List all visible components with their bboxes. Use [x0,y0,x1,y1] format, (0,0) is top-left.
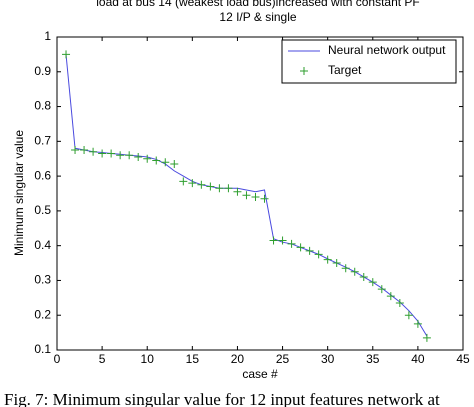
legend-label: Target [328,63,362,77]
target-marker [395,299,404,308]
y-tick-label: 0.2 [34,307,51,321]
x-tick-label: 45 [456,352,470,366]
target-marker [404,311,413,320]
target-marker [224,184,233,193]
x-tick-label: 10 [141,352,155,366]
target-marker [215,184,224,193]
target-marker [206,182,215,191]
target-marker [125,151,134,160]
target-marker [62,50,71,59]
target-marker [413,319,422,328]
legend-label: Neural network output [328,43,446,57]
target-marker [107,149,116,158]
x-tick-label: 35 [366,352,380,366]
x-tick-label: 20 [231,352,245,366]
target-marker [278,236,287,245]
y-tick-label: 0.6 [34,168,51,182]
y-tick-label: 0.5 [34,203,51,217]
target-marker [323,255,332,264]
target-marker [179,177,188,186]
target-marker [350,267,359,276]
target-marker [269,236,278,245]
target-marker [287,239,296,248]
chart-title: load at bus 14 (weakest load bus)increas… [96,0,420,9]
target-marker [143,154,152,163]
target-marker [197,180,206,189]
target-marker [242,191,251,200]
target-marker [71,146,80,155]
target-marker [377,285,386,294]
target-marker [368,278,377,287]
target-marker [233,187,242,196]
chart-subtitle: 12 I/P & single [219,10,296,24]
y-tick-label: 1 [44,29,51,43]
y-tick-label: 0.8 [34,99,51,113]
target-marker [152,156,161,165]
target-marker [188,179,197,188]
target-marker [422,333,431,342]
target-marker [170,159,179,168]
target-marker [341,264,350,273]
target-marker [98,149,107,158]
x-axis-label: case # [242,367,278,381]
target-marker [80,146,89,155]
x-tick-label: 25 [276,352,290,366]
x-tick-label: 40 [411,352,425,366]
x-tick-label: 5 [99,352,106,366]
x-tick-label: 15 [186,352,200,366]
target-marker [314,250,323,259]
target-marker [251,192,260,201]
target-marker [116,151,125,160]
y-tick-label: 0.7 [34,134,51,148]
target-marker [260,194,269,203]
y-tick-label: 0.4 [34,238,51,252]
target-marker [386,292,395,301]
x-tick-label: 0 [54,352,61,366]
plot-frame [56,36,464,351]
target-marker [89,147,98,156]
y-tick-label: 0.3 [34,273,51,287]
target-marker [305,246,314,255]
target-marker [161,158,170,167]
legend-swatch [300,67,308,75]
y-tick-label: 0.9 [34,64,51,78]
y-tick-label: 0.1 [34,342,51,356]
caption: Fig. 7: Minimum singular value for 12 in… [4,390,440,407]
target-marker [332,259,341,268]
x-tick-label: 30 [321,352,335,366]
target-marker [134,152,143,161]
target-marker [359,272,368,281]
legend-box [281,39,457,84]
target-marker [296,243,305,252]
y-axis-label: Minimum singular value [12,130,26,256]
